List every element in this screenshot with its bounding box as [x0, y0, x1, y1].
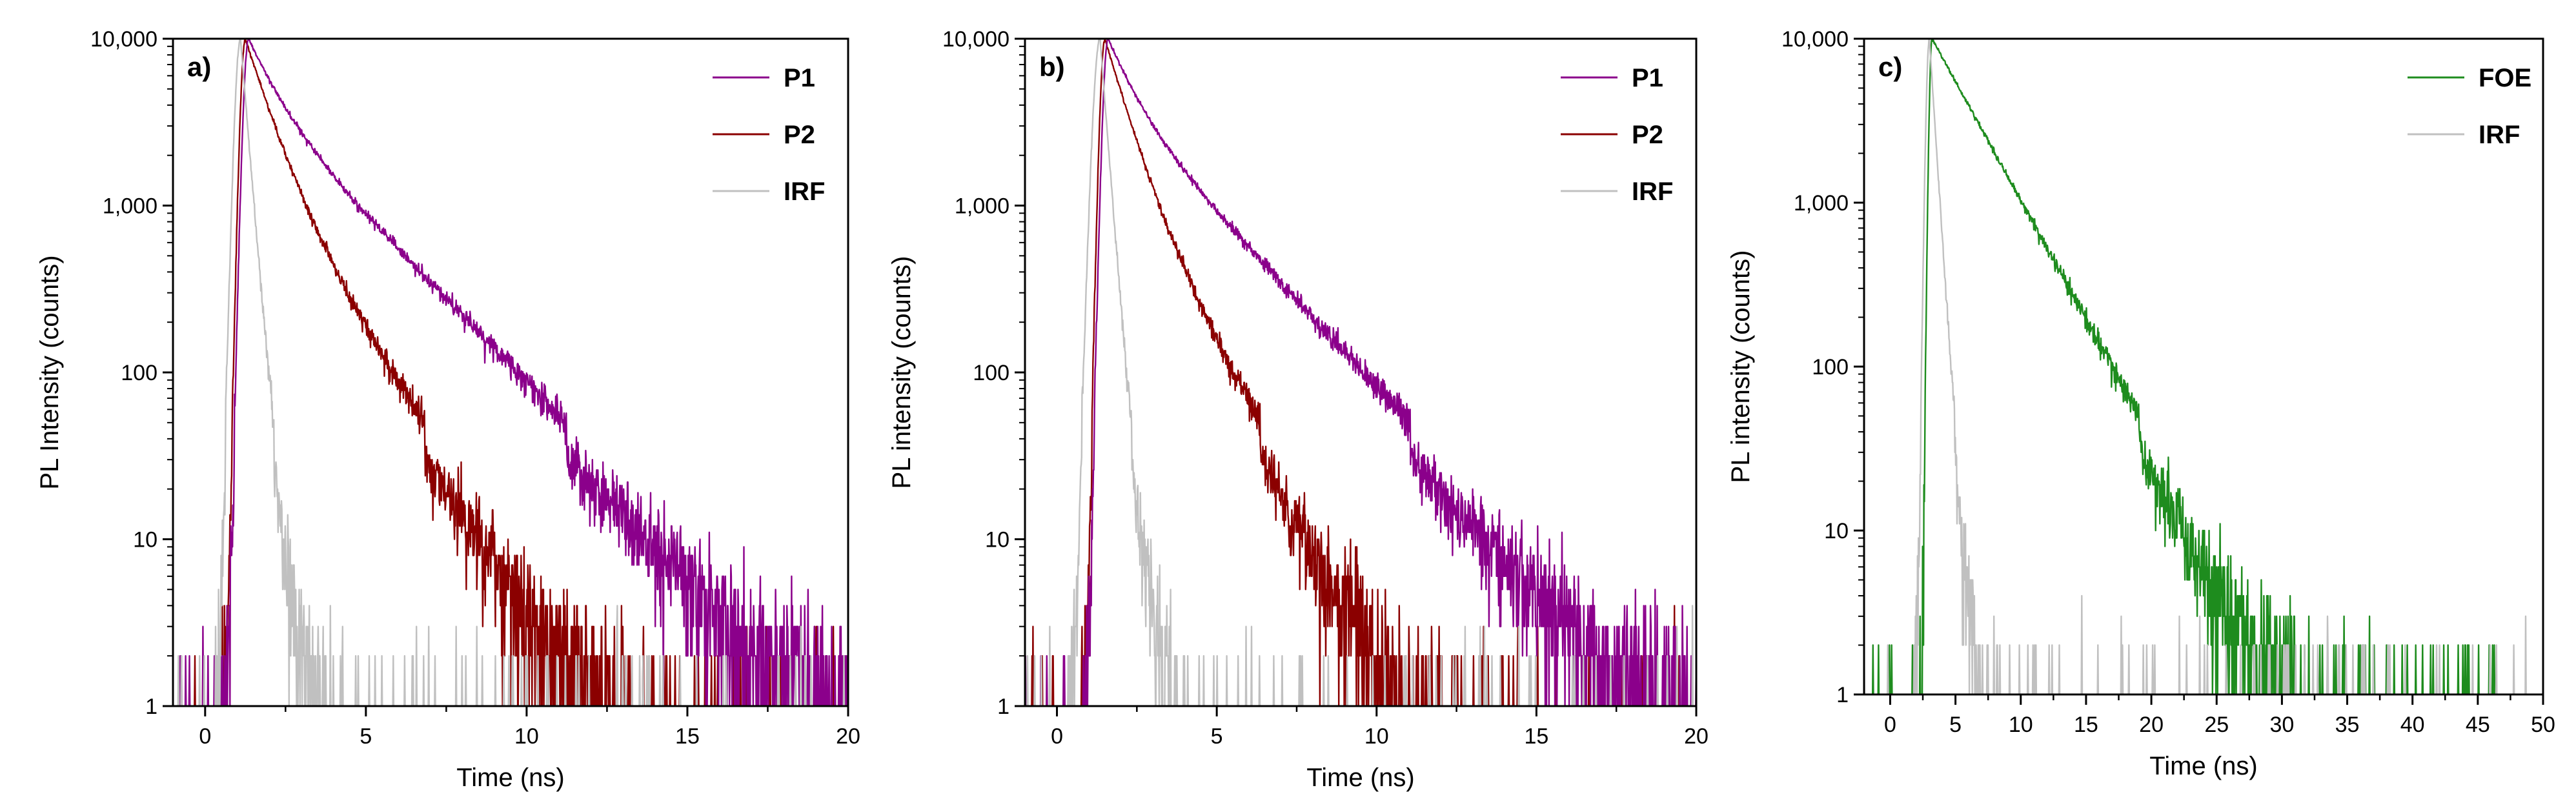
y-tick-label: 1: [1836, 683, 1849, 707]
series-line-p2: [1025, 39, 1696, 706]
x-tick-label: 10: [514, 724, 539, 749]
plot-area: [173, 39, 848, 706]
x-tick-label: 5: [1949, 713, 1962, 737]
y-tick-label: 100: [1812, 355, 1849, 380]
y-tick-label: 10,000: [1781, 27, 1849, 52]
x-axis-title: Time (ns): [1306, 764, 1414, 792]
y-tick-label: 100: [121, 361, 157, 385]
y-tick-label: 100: [973, 361, 1009, 385]
y-tick-label: 10: [133, 528, 157, 552]
x-tick-label: 45: [2466, 713, 2490, 737]
x-tick-label: 0: [1051, 724, 1063, 749]
y-tick-label: 10: [1824, 519, 1849, 543]
series-line-irf: [1025, 39, 1696, 706]
legend-label-p2: P2: [1632, 121, 1663, 149]
chart-panel-2: 0 5 10 15 20 1 10 100 1,000 10,000 Time (ns) PL int…: [887, 27, 1709, 792]
y-tick-label: 10: [985, 528, 1009, 552]
x-tick-label: 0: [199, 724, 211, 749]
x-tick-label: 5: [1211, 724, 1223, 749]
x-tick-label: 25: [2204, 713, 2229, 737]
plot-area: [1025, 39, 1696, 706]
legend-label-irf: IRF: [1632, 177, 1673, 206]
legend-label-p2: P2: [784, 121, 815, 149]
panel-label: c): [1878, 52, 1902, 82]
chart-panel-3: 0 5 10 15 20 25 30 35 40 45 50 1 10 100 1,000 10,000 Tim…: [1727, 27, 2555, 780]
x-tick-label: 0: [1884, 713, 1896, 737]
y-tick-label: 1,000: [103, 194, 157, 219]
y-tick-label: 1: [997, 694, 1009, 719]
series-line-foe: [1864, 39, 2543, 694]
legend-label-irf: IRF: [784, 177, 825, 206]
x-tick-label: 15: [1524, 724, 1548, 749]
x-tick-label: 20: [836, 724, 860, 749]
x-tick-label: 50: [2531, 713, 2555, 737]
x-tick-label: 5: [360, 724, 372, 749]
x-tick-label: 30: [2269, 713, 2294, 737]
x-tick-label: 20: [2139, 713, 2164, 737]
y-axis-title: PL intensity (counts): [887, 256, 916, 489]
x-tick-label: 15: [675, 724, 700, 749]
x-axis-title: Time (ns): [2149, 752, 2257, 780]
legend-label-foe: FOE: [2479, 64, 2531, 92]
legend-label-p1: P1: [1632, 64, 1663, 92]
x-tick-label: 15: [2074, 713, 2098, 737]
y-tick-label: 1,000: [1794, 191, 1849, 216]
series-line-irf: [173, 39, 848, 706]
x-tick-label: 10: [1364, 724, 1389, 749]
legend-label-irf: IRF: [2479, 121, 2520, 149]
y-axis-title: PL Intensity (counts): [35, 255, 64, 489]
y-tick-label: 1: [145, 694, 157, 719]
chart-panel-1: 0 5 10 15 20 1 10 100 1,000 10,000 Time (ns) PL Int…: [35, 27, 860, 792]
panel-label: b): [1039, 52, 1065, 82]
x-tick-label: 10: [2009, 713, 2033, 737]
plot-area: [1864, 39, 2543, 694]
panel-label: a): [187, 52, 211, 82]
series-line-p1: [173, 39, 848, 706]
legend-label-p1: P1: [784, 64, 815, 92]
y-axis-title: PL intensity (counts): [1727, 250, 1755, 483]
y-tick-label: 10,000: [942, 27, 1009, 52]
y-tick-label: 1,000: [955, 194, 1009, 219]
y-tick-label: 10,000: [90, 27, 157, 52]
x-tick-label: 35: [2335, 713, 2360, 737]
x-tick-label: 40: [2400, 713, 2425, 737]
x-tick-label: 20: [1684, 724, 1709, 749]
x-axis-title: Time (ns): [456, 764, 564, 792]
